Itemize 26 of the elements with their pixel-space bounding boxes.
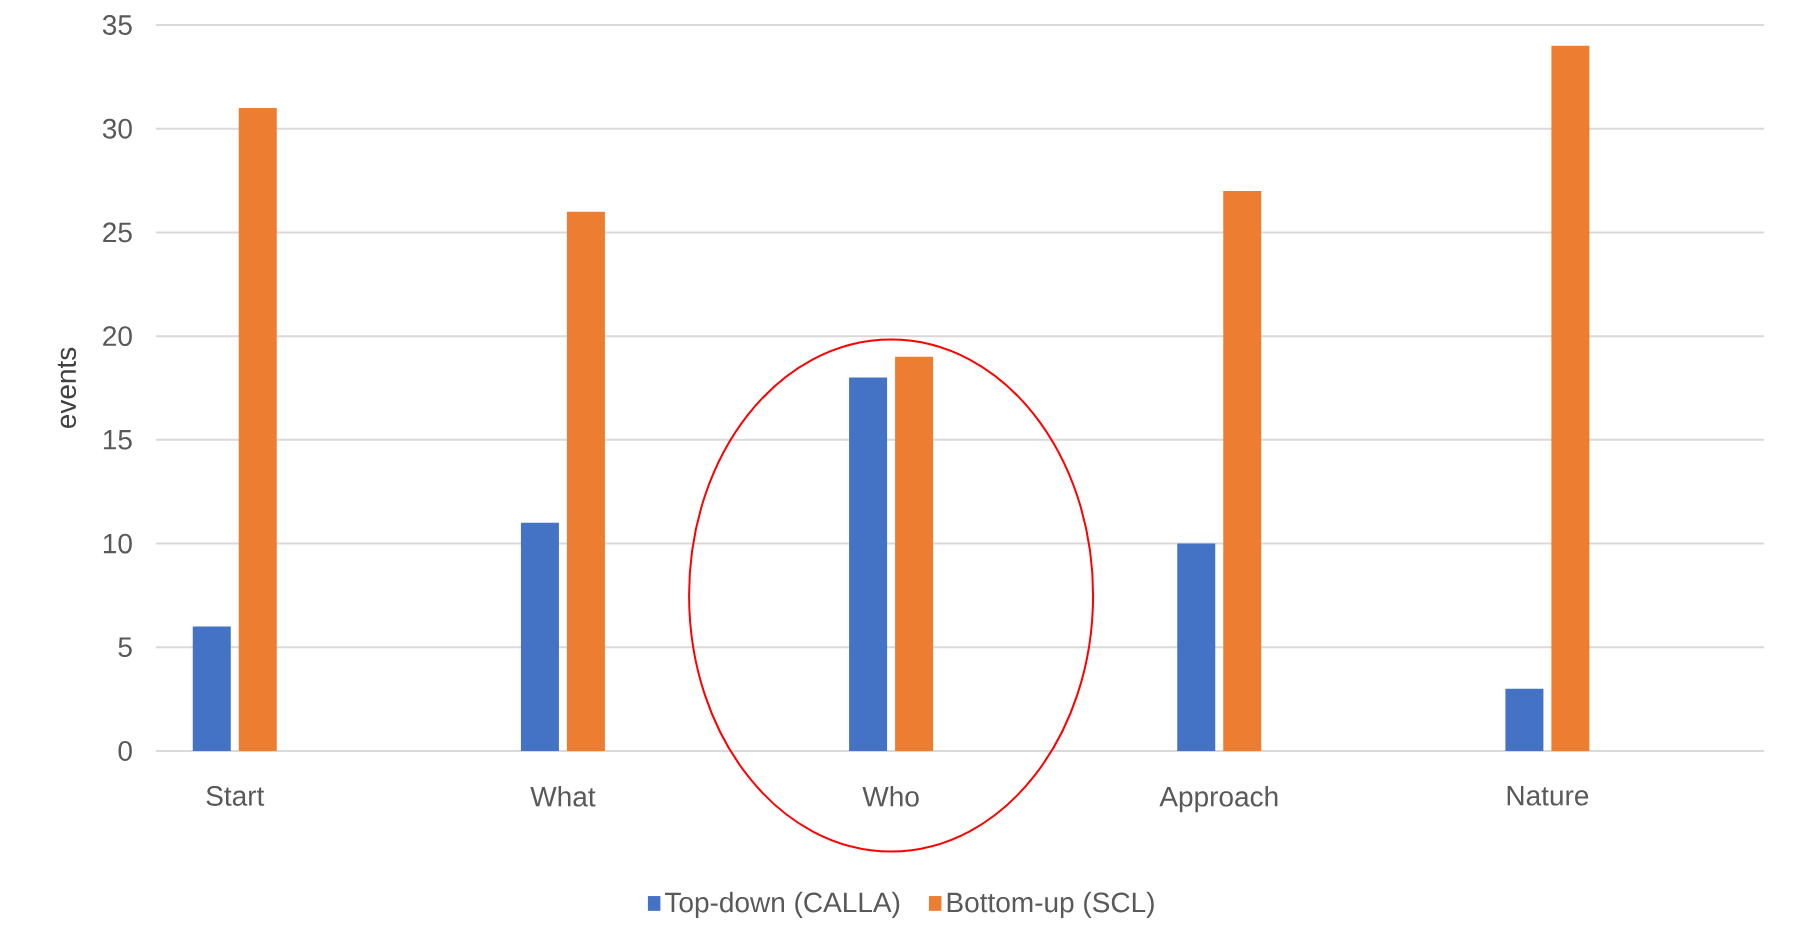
bar: [520, 522, 559, 751]
bar: [192, 626, 231, 751]
y-tick-label: 20: [103, 326, 132, 347]
x-tick-label: Start: [206, 786, 265, 806]
bar: [238, 107, 277, 751]
bar: [1177, 543, 1216, 751]
legend-label: Top-down (CALLA): [665, 891, 900, 918]
bar: [1551, 45, 1590, 751]
x-tick-label: Who: [862, 786, 919, 807]
y-tick-label: 15: [103, 430, 132, 450]
x-tick-label: What: [530, 786, 596, 807]
y-tick-label: 10: [103, 533, 132, 554]
x-tick-label: Approach: [1159, 786, 1278, 813]
x-tick-label: Nature: [1507, 786, 1589, 806]
y-tick-label: 30: [102, 118, 132, 139]
y-tick-label: 5: [118, 637, 132, 658]
bar: [849, 377, 888, 751]
legend-label: Bottom-up (SCL): [947, 891, 1154, 918]
y-tick-label: 25: [103, 222, 132, 243]
bar: [566, 211, 605, 751]
y-tick-label: 0: [118, 741, 132, 761]
y-axis-title: events: [57, 347, 77, 429]
bar: [1223, 190, 1262, 751]
bar: [1505, 688, 1544, 751]
bar: [895, 356, 934, 751]
y-tick-label: 35: [102, 15, 132, 35]
